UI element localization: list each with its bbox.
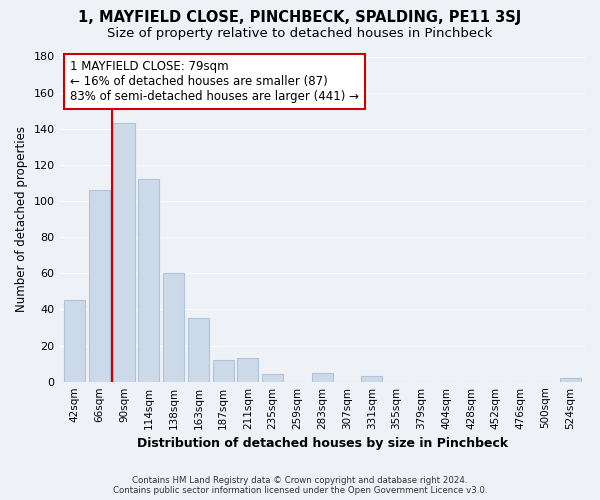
Bar bbox=[238, 358, 259, 382]
Bar bbox=[64, 300, 85, 382]
Text: 1 MAYFIELD CLOSE: 79sqm
← 16% of detached houses are smaller (87)
83% of semi-de: 1 MAYFIELD CLOSE: 79sqm ← 16% of detache… bbox=[70, 60, 359, 103]
Text: Contains HM Land Registry data © Crown copyright and database right 2024.
Contai: Contains HM Land Registry data © Crown c… bbox=[113, 476, 487, 495]
Bar bbox=[212, 360, 233, 382]
Bar bbox=[262, 374, 283, 382]
Bar bbox=[113, 124, 134, 382]
Text: Size of property relative to detached houses in Pinchbeck: Size of property relative to detached ho… bbox=[107, 28, 493, 40]
Bar bbox=[188, 318, 209, 382]
Y-axis label: Number of detached properties: Number of detached properties bbox=[15, 126, 28, 312]
Bar bbox=[560, 378, 581, 382]
Bar bbox=[89, 190, 110, 382]
Text: 1, MAYFIELD CLOSE, PINCHBECK, SPALDING, PE11 3SJ: 1, MAYFIELD CLOSE, PINCHBECK, SPALDING, … bbox=[79, 10, 521, 25]
X-axis label: Distribution of detached houses by size in Pinchbeck: Distribution of detached houses by size … bbox=[137, 437, 508, 450]
Bar bbox=[138, 180, 160, 382]
Bar bbox=[361, 376, 382, 382]
Bar bbox=[312, 372, 333, 382]
Bar bbox=[163, 274, 184, 382]
